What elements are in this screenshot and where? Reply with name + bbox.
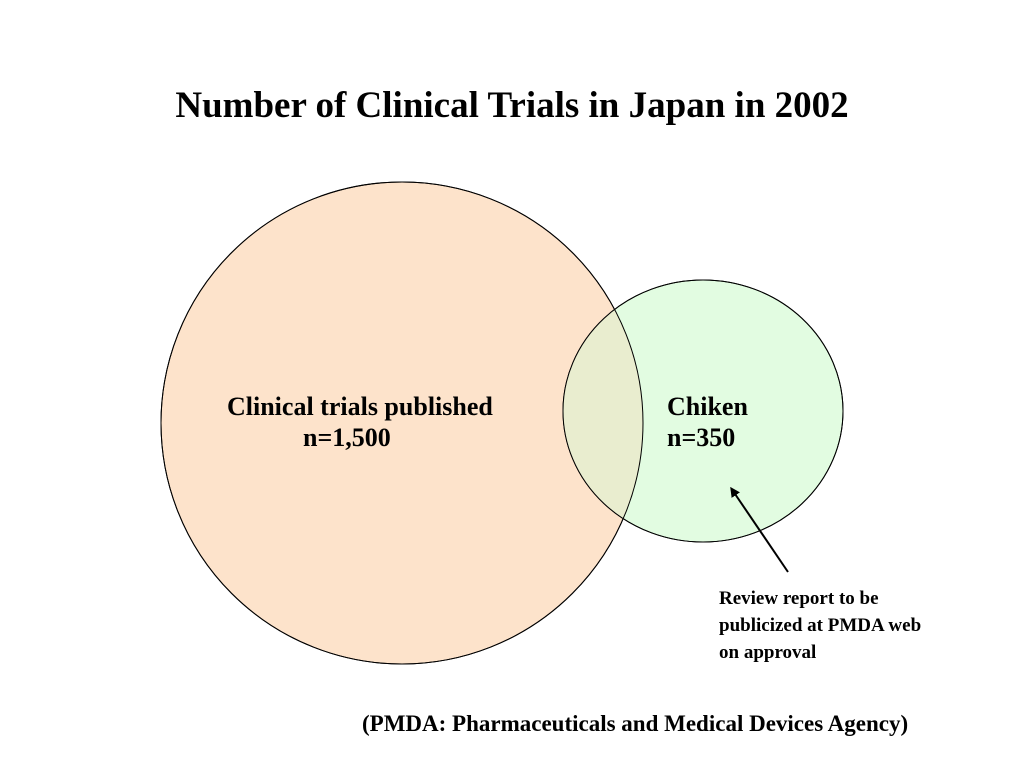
- published-circle-outline: [160, 181, 644, 665]
- annotation-line-1: Review report to be: [719, 588, 879, 609]
- chiken-count: n=350: [667, 423, 736, 452]
- pmda-footnote: (PMDA: Pharmaceuticals and Medical Devic…: [362, 711, 909, 736]
- chiken-circle-outline: [562, 279, 844, 543]
- annotation-arrow: [730, 486, 789, 573]
- review-report-annotation: Review report to be publicized at PMDA w…: [719, 585, 921, 666]
- slide-title: Number of Clinical Trials in Japan in 20…: [175, 85, 849, 126]
- published-trials-count: n=1,500: [303, 423, 391, 452]
- annotation-line-3: on approval: [719, 642, 817, 663]
- chiken-label: Chiken: [667, 392, 748, 421]
- annotation-line-2: publicized at PMDA web: [719, 615, 922, 636]
- published-trials-label: Clinical trials published: [227, 392, 493, 421]
